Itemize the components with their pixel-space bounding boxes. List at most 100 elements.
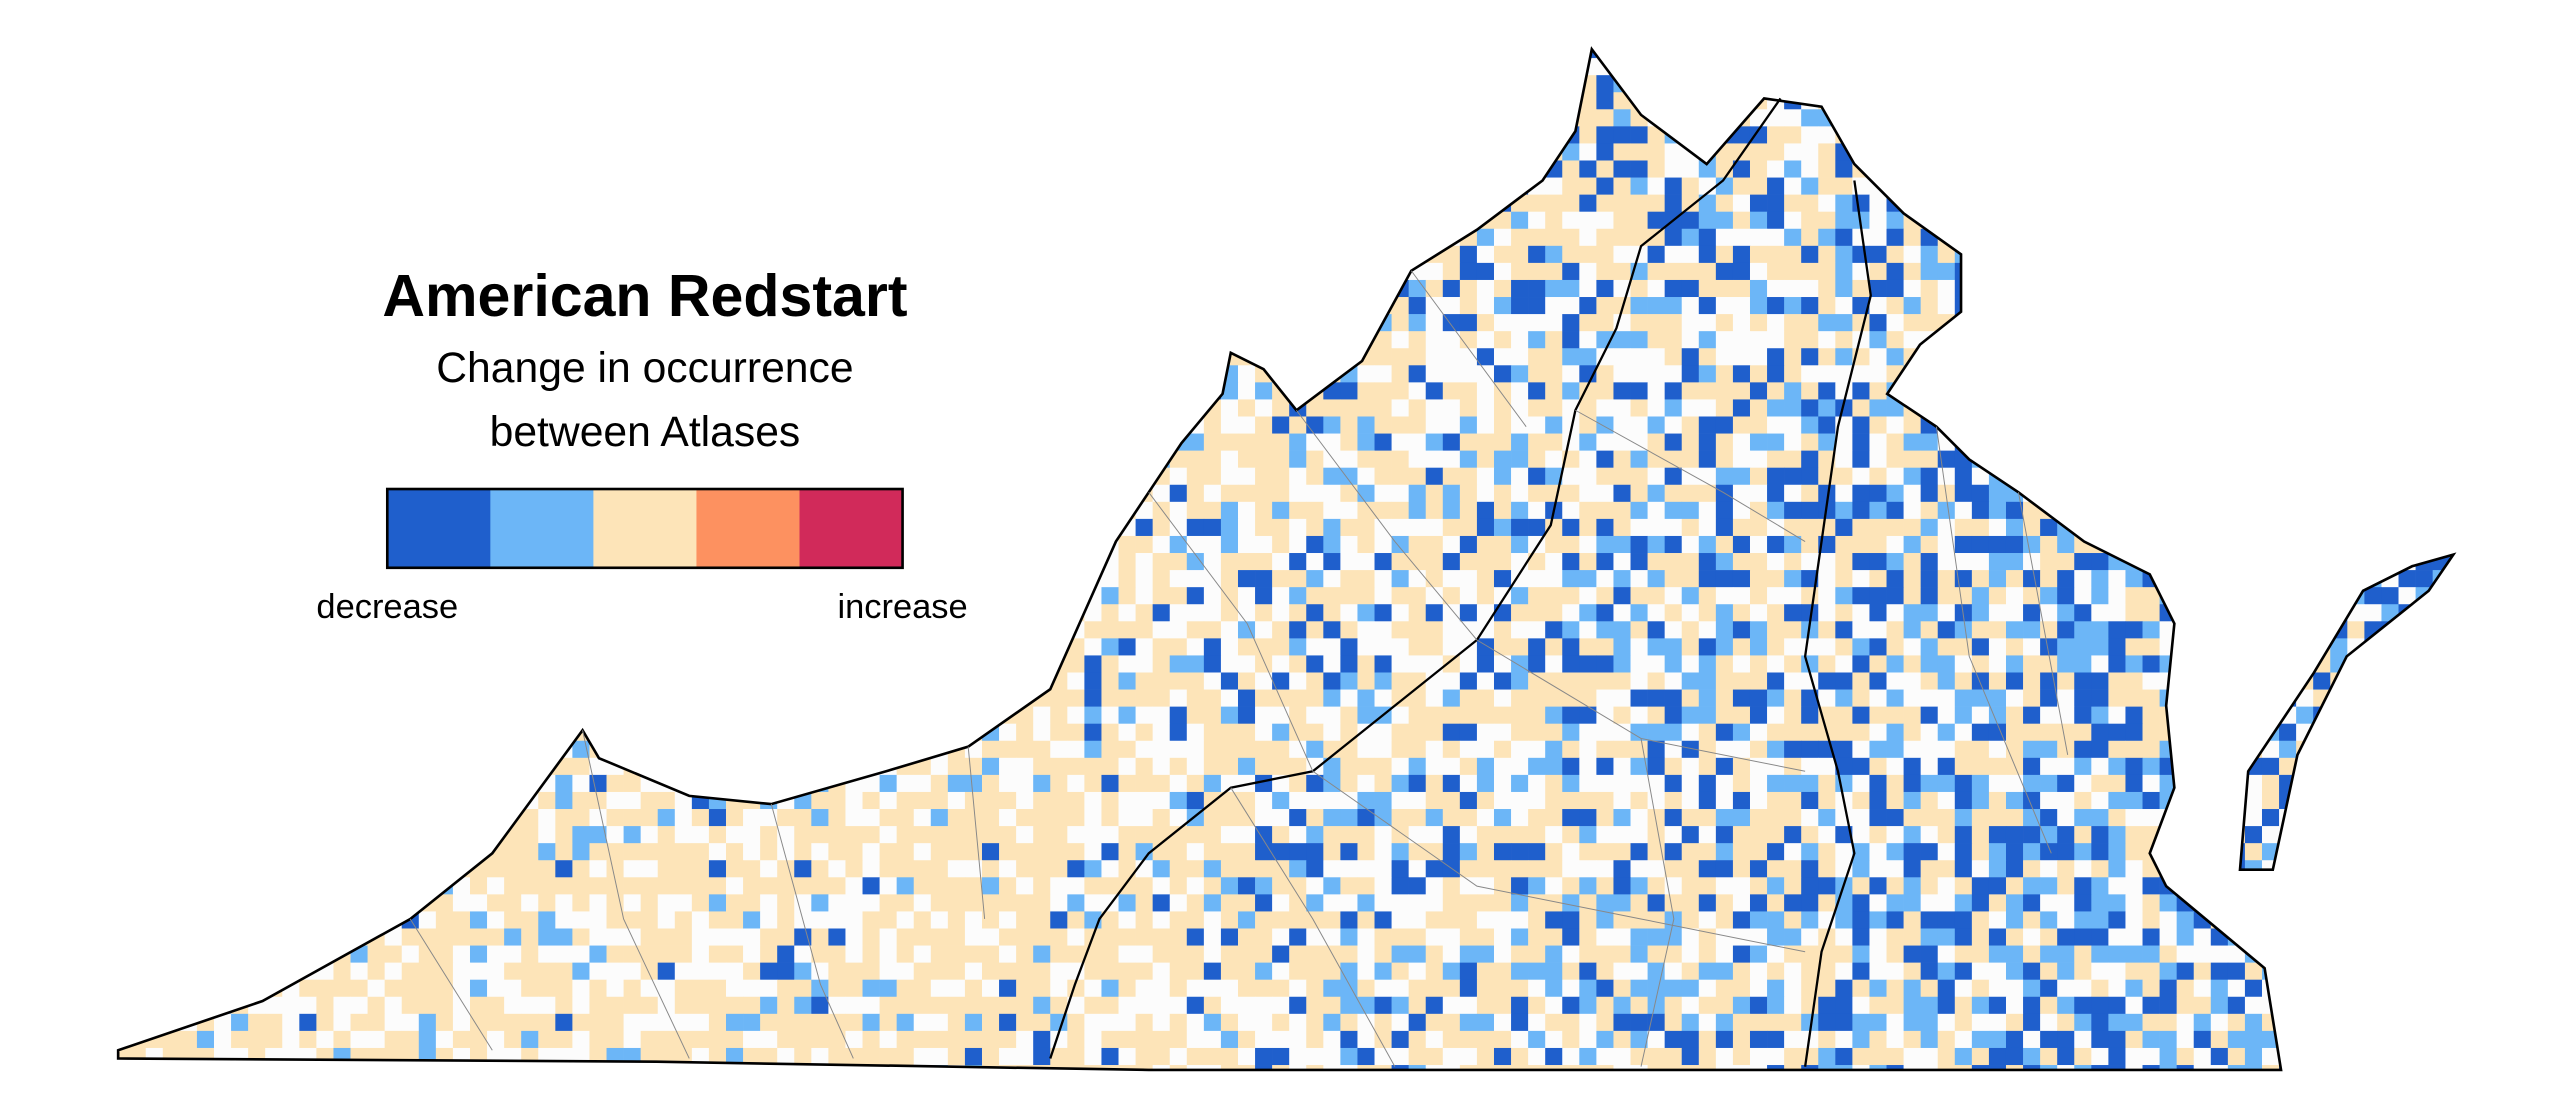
grid-cell — [981, 382, 1000, 400]
grid-cell — [521, 194, 539, 213]
grid-cell — [2074, 467, 2092, 486]
grid-cell — [1425, 433, 1444, 451]
grid-cell — [1220, 450, 1239, 469]
grid-cell — [1050, 160, 1068, 178]
grid-cell — [2432, 433, 2451, 451]
grid-cell — [623, 467, 641, 486]
grid-cell — [640, 228, 659, 247]
grid-cell — [657, 228, 676, 247]
grid-cell — [1664, 49, 1683, 59]
grid-cell — [118, 143, 129, 161]
grid-cell — [299, 348, 317, 366]
grid-cell — [1016, 604, 1034, 622]
grid-cell — [179, 314, 198, 332]
grid-cell — [1818, 143, 1836, 161]
grid-cell — [1016, 638, 1034, 656]
grid-cell — [1664, 194, 1683, 213]
grid-cell — [1374, 58, 1392, 76]
grid-cell — [725, 211, 744, 230]
grid-cell — [1118, 638, 1136, 656]
grid-cell — [333, 655, 351, 673]
grid-cell — [162, 518, 181, 537]
grid-cell — [555, 109, 573, 127]
grid-cell — [145, 160, 164, 178]
grid-cell — [1749, 211, 1768, 230]
grid-cell — [1784, 570, 1802, 588]
grid-cell — [2244, 365, 2263, 383]
grid-cell — [1579, 279, 1597, 298]
grid-cell — [1818, 570, 1836, 588]
grid-cell — [316, 177, 334, 195]
grid-cell — [1084, 433, 1102, 451]
grid-cell — [1237, 553, 1256, 571]
grid-cell — [248, 570, 266, 588]
grid-cell — [2091, 433, 2109, 451]
grid-cell — [196, 109, 215, 127]
grid-cell — [1033, 75, 1051, 93]
grid-cell — [1084, 553, 1102, 571]
grid-cell — [2347, 314, 2365, 332]
grid-cell — [2159, 279, 2177, 298]
grid-cell — [1186, 638, 1205, 656]
grid-cell — [1476, 518, 1495, 537]
grid-cell — [1971, 297, 1990, 315]
grid-cell — [469, 194, 488, 213]
grid-cell — [1511, 160, 1529, 178]
grid-cell — [1749, 553, 1768, 571]
grid-cell — [196, 279, 215, 298]
grid-cell — [1237, 228, 1256, 247]
grid-cell — [1169, 75, 1188, 93]
grid-cell — [1971, 160, 1990, 178]
grid-cell — [657, 160, 676, 178]
grid-cell — [1135, 109, 1153, 127]
grid-cell — [2347, 297, 2365, 315]
grid-cell — [725, 194, 744, 213]
grid-cell — [1169, 160, 1188, 178]
grid-cell — [1801, 314, 1819, 332]
grid-cell — [1255, 535, 1273, 554]
grid-cell — [2176, 279, 2195, 298]
grid-cell — [2210, 501, 2229, 520]
grid-cell — [1579, 399, 1597, 417]
grid-cell — [845, 450, 863, 469]
grid-cell — [999, 416, 1017, 434]
grid-cell — [1118, 433, 1136, 451]
grid-cell — [1903, 58, 1921, 76]
grid-cell — [2159, 570, 2177, 588]
grid-cell — [1767, 501, 1785, 520]
grid-cell — [1340, 109, 1358, 127]
grid-cell — [896, 228, 915, 247]
grid-cell — [828, 143, 846, 161]
grid-cell — [2023, 416, 2041, 434]
grid-cell — [401, 109, 420, 127]
grid-cell — [1715, 109, 1734, 127]
grid-cell — [2244, 92, 2263, 110]
grid-cell — [862, 211, 880, 230]
grid-cell — [1169, 228, 1188, 247]
grid-cell — [1528, 365, 1546, 383]
grid-cell — [981, 245, 1000, 264]
grid-cell — [1101, 160, 1119, 178]
grid-cell — [708, 160, 727, 178]
grid-cell — [708, 621, 727, 639]
grid-cell — [282, 194, 300, 213]
grid-cell — [1562, 177, 1580, 195]
grid-cell — [2279, 587, 2297, 605]
grid-cell — [299, 160, 317, 178]
grid-cell — [760, 587, 778, 605]
grid-cell — [316, 518, 334, 537]
grid-cell — [248, 58, 266, 76]
grid-cell — [1323, 245, 1341, 264]
grid-cell — [299, 211, 317, 230]
grid-cell — [1493, 160, 1512, 178]
grid-cell — [1886, 570, 1904, 588]
grid-cell — [1203, 109, 1222, 127]
grid-cell — [1920, 177, 1939, 195]
grid-cell — [947, 638, 966, 656]
grid-cell — [2415, 109, 2433, 127]
grid-cell — [1442, 467, 1461, 486]
grid-cell — [1528, 416, 1546, 434]
grid-cell — [2296, 109, 2314, 127]
grid-cell — [1647, 484, 1665, 503]
grid-cell — [572, 570, 590, 588]
